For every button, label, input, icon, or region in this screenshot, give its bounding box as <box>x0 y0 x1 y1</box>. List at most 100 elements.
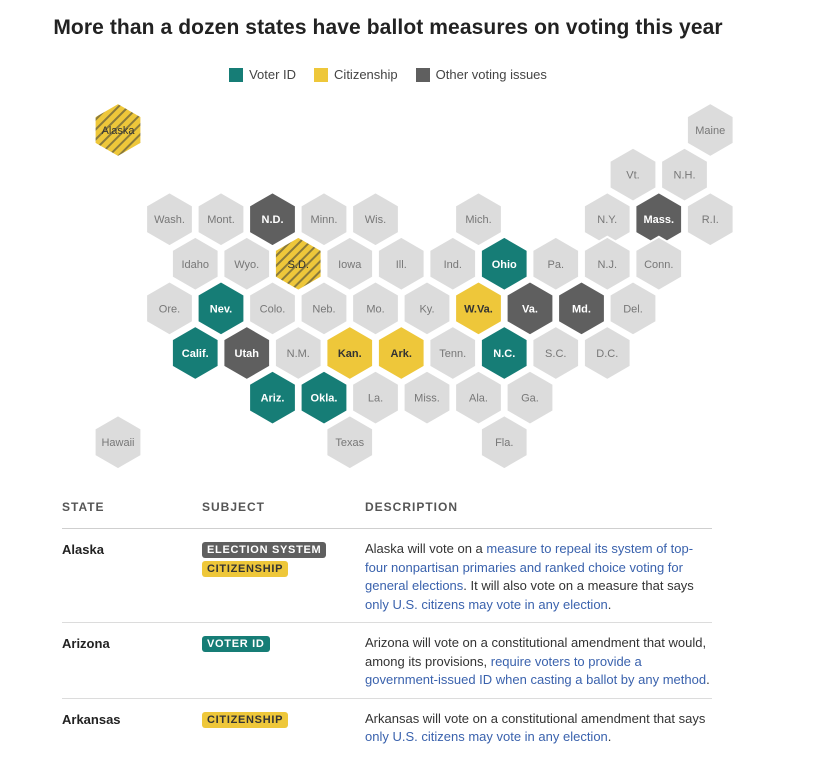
state-hex-shape[interactable] <box>531 324 581 382</box>
state-hex-colo[interactable]: Colo. <box>248 280 297 337</box>
state-hex-shape[interactable] <box>402 369 452 426</box>
state-hex-shape[interactable] <box>685 101 735 159</box>
state-hex-neb[interactable]: Neb. <box>299 280 349 337</box>
state-hex-shape[interactable] <box>145 191 194 248</box>
state-hex-mich[interactable]: Mich. <box>454 191 503 248</box>
state-hex-shape[interactable] <box>273 324 323 382</box>
state-hex-del[interactable]: Del. <box>608 280 658 337</box>
state-hex-shape[interactable] <box>454 191 503 248</box>
state-hex-wis[interactable]: Wis. <box>351 191 400 248</box>
desc-link[interactable]: require voters to provide a government-i… <box>365 653 707 688</box>
state-hex-nev[interactable]: Nev. <box>196 280 246 337</box>
state-hex-shape[interactable] <box>248 280 297 337</box>
state-hex-shape[interactable] <box>351 191 400 248</box>
state-hex-ind[interactable]: Ind. <box>428 235 478 292</box>
state-hex-shape[interactable] <box>428 324 478 382</box>
state-hex-shape[interactable] <box>608 280 658 337</box>
state-hex-shape[interactable] <box>582 235 632 292</box>
state-hex-shape[interactable] <box>222 324 272 382</box>
state-hex-shape[interactable] <box>145 280 194 337</box>
state-hex-n-d[interactable]: N.D. <box>248 191 297 248</box>
state-hex-shape[interactable] <box>93 414 143 471</box>
state-hex-shape[interactable] <box>454 280 503 337</box>
state-hex-shape[interactable] <box>248 369 297 426</box>
state-hex-w-va[interactable]: W.Va. <box>454 280 503 337</box>
state-hex-calif[interactable]: Calif. <box>170 324 220 382</box>
state-hex-shape[interactable] <box>505 280 555 337</box>
state-hex-shape[interactable] <box>196 191 246 248</box>
state-hex-ky[interactable]: Ky. <box>402 280 452 337</box>
state-hex-n-j[interactable]: N.J. <box>582 235 632 292</box>
state-hex-hawaii[interactable]: Hawaii <box>93 414 143 471</box>
state-hex-okla[interactable]: Okla. <box>299 369 349 426</box>
state-hex-shape[interactable] <box>634 235 684 292</box>
state-hex-ga[interactable]: Ga. <box>505 369 555 426</box>
desc-link[interactable]: measure to repeal its system of top-four… <box>365 541 694 593</box>
state-hex-tenn[interactable]: Tenn. <box>428 324 478 382</box>
desc-link[interactable]: only U.S. citizens may vote in any elect… <box>365 596 608 612</box>
state-hex-ariz[interactable]: Ariz. <box>248 369 297 426</box>
state-hex-kan[interactable]: Kan. <box>325 324 375 382</box>
state-hex-shape[interactable] <box>299 280 349 337</box>
state-hex-ala[interactable]: Ala. <box>454 369 503 426</box>
state-hex-r-i[interactable]: R.I. <box>685 191 735 248</box>
state-hex-miss[interactable]: Miss. <box>402 369 452 426</box>
state-hex-conn[interactable]: Conn. <box>634 235 684 292</box>
state-hex-md[interactable]: Md. <box>557 280 606 337</box>
state-hex-n-m[interactable]: N.M. <box>273 324 323 382</box>
state-hex-utah[interactable]: Utah <box>222 324 272 382</box>
state-hex-shape[interactable] <box>376 235 426 292</box>
state-hex-shape[interactable] <box>531 235 581 292</box>
state-hex-shape[interactable] <box>660 146 709 203</box>
state-hex-wyo[interactable]: Wyo. <box>222 235 272 292</box>
state-hex-shape[interactable] <box>351 369 400 426</box>
state-hex-s-c[interactable]: S.C. <box>531 324 581 382</box>
state-hex-n-h[interactable]: N.H. <box>660 146 709 203</box>
state-hex-shape[interactable] <box>222 235 272 292</box>
state-hex-shape[interactable] <box>479 235 529 292</box>
state-hex-shape[interactable] <box>325 235 375 292</box>
state-hex-iowa[interactable]: Iowa <box>325 235 375 292</box>
state-hex-mo[interactable]: Mo. <box>351 280 400 337</box>
state-hex-ohio[interactable]: Ohio <box>479 235 529 292</box>
state-hex-vt[interactable]: Vt. <box>608 146 658 203</box>
state-hex-alaska[interactable]: Alaska <box>93 101 143 159</box>
state-hex-shape[interactable] <box>376 324 426 382</box>
state-hex-maine[interactable]: Maine <box>685 101 735 159</box>
state-hex-pa[interactable]: Pa. <box>531 235 581 292</box>
state-hex-shape[interactable] <box>170 324 220 382</box>
state-hex-shape[interactable] <box>428 235 478 292</box>
state-hex-va[interactable]: Va. <box>505 280 555 337</box>
state-hex-shape[interactable] <box>454 369 503 426</box>
state-hex-shape[interactable] <box>479 324 529 382</box>
state-hex-shape[interactable] <box>273 235 323 292</box>
state-hex-d-c[interactable]: D.C. <box>582 324 632 382</box>
state-hex-shape[interactable] <box>479 414 529 471</box>
state-hex-shape[interactable] <box>325 414 375 471</box>
state-hex-shape[interactable] <box>93 101 143 159</box>
state-hex-s-d[interactable]: S.D. <box>273 235 323 292</box>
state-hex-shape[interactable] <box>505 369 555 426</box>
state-hex-n-c[interactable]: N.C. <box>479 324 529 382</box>
state-hex-shape[interactable] <box>248 191 297 248</box>
state-hex-shape[interactable] <box>299 369 349 426</box>
state-hex-shape[interactable] <box>325 324 375 382</box>
state-hex-shape[interactable] <box>351 280 400 337</box>
state-hex-fla[interactable]: Fla. <box>479 414 529 471</box>
state-hex-shape[interactable] <box>685 191 735 248</box>
state-hex-shape[interactable] <box>299 191 349 248</box>
state-hex-idaho[interactable]: Idaho <box>170 235 220 292</box>
state-hex-shape[interactable] <box>582 324 632 382</box>
state-hex-shape[interactable] <box>557 280 606 337</box>
state-hex-ark[interactable]: Ark. <box>376 324 426 382</box>
state-hex-mont[interactable]: Mont. <box>196 191 246 248</box>
state-hex-shape[interactable] <box>608 146 658 203</box>
state-hex-ore[interactable]: Ore. <box>145 280 194 337</box>
state-hex-texas[interactable]: Texas <box>325 414 375 471</box>
state-hex-ill[interactable]: Ill. <box>376 235 426 292</box>
state-hex-shape[interactable] <box>170 235 220 292</box>
state-hex-minn[interactable]: Minn. <box>299 191 349 248</box>
desc-link[interactable]: only U.S. citizens may vote in any elect… <box>365 729 608 744</box>
state-hex-la[interactable]: La. <box>351 369 400 426</box>
state-hex-shape[interactable] <box>402 280 452 337</box>
